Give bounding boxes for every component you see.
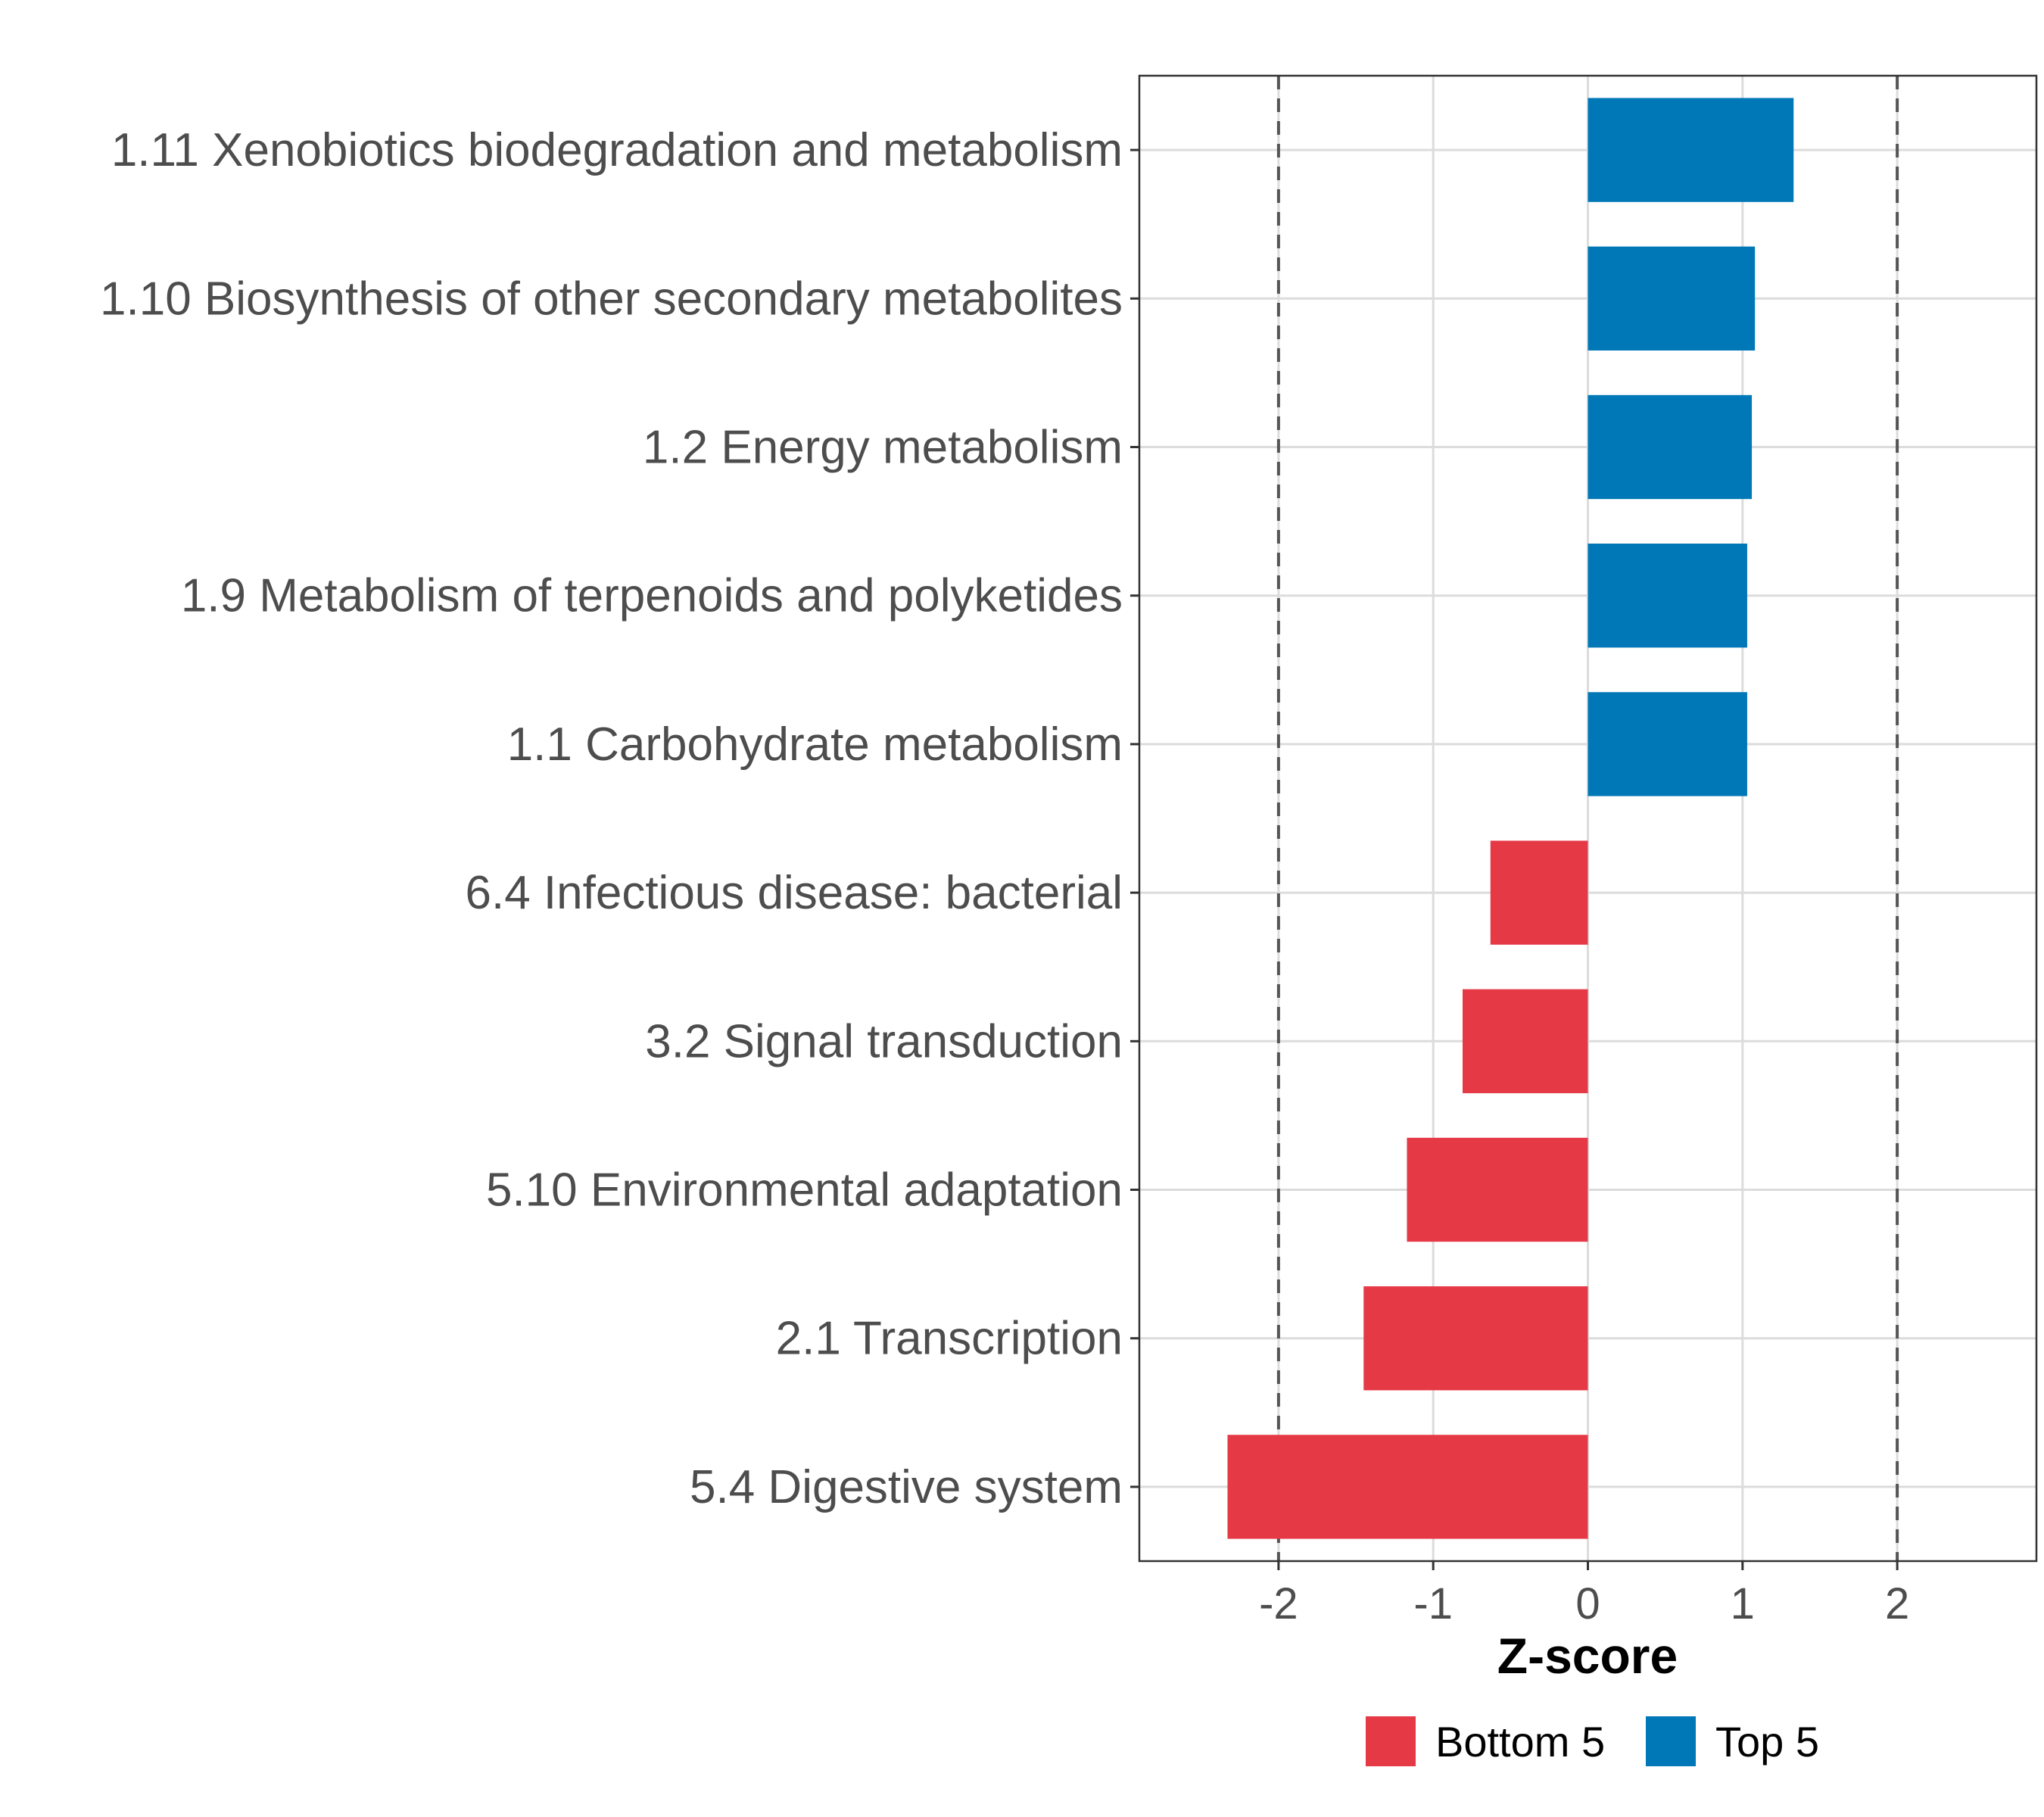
- bars: [1227, 98, 1794, 1539]
- x-tick-label: 2: [1885, 1579, 1909, 1628]
- x-tick-label: 1: [1731, 1579, 1755, 1628]
- bar: [1363, 1286, 1588, 1391]
- bar: [1490, 840, 1588, 945]
- x-tick-label: 0: [1575, 1579, 1600, 1628]
- category-label: 1.2 Energy metabolism: [643, 422, 1123, 474]
- x-axis: -2 -1 0 1 2: [1259, 1561, 1909, 1628]
- x-tick-label: -2: [1259, 1579, 1298, 1628]
- legend-key: [1366, 1716, 1416, 1766]
- category-label: 5.10 Environmental adaptation: [486, 1164, 1123, 1217]
- bar: [1588, 692, 1747, 796]
- bar: [1588, 98, 1794, 202]
- category-label: 1.10 Biosynthesis of other secondary met…: [100, 273, 1123, 325]
- bar: [1588, 394, 1753, 500]
- category-label: 1.1 Carbohydrate metabolism: [507, 718, 1123, 771]
- bar: [1588, 246, 1756, 351]
- reference-lines: [1276, 76, 1899, 1561]
- legend-key: [1646, 1716, 1696, 1766]
- bar: [1227, 1435, 1588, 1539]
- category-label: 2.1 Transcription: [776, 1313, 1123, 1365]
- category-label: 3.2 Signal transduction: [645, 1015, 1123, 1067]
- bar: [1407, 1137, 1588, 1242]
- legend: Bottom 5 Top 5: [1366, 1716, 1819, 1766]
- x-axis-title: Z-score: [1497, 1628, 1678, 1684]
- category-label: 6.4 Infectious disease: bacterial: [465, 867, 1123, 919]
- x-tick-label: -1: [1413, 1579, 1453, 1628]
- y-axis: 1.11 Xenobiotics biodegradation and meta…: [100, 124, 1139, 1513]
- category-label: 1.9 Metabolism of terpenoids and polyket…: [181, 570, 1123, 622]
- legend-label: Bottom 5: [1435, 1718, 1605, 1766]
- category-label: 1.11 Xenobiotics biodegradation and meta…: [111, 124, 1123, 176]
- legend-label: Top 5: [1715, 1718, 1819, 1766]
- bar: [1463, 989, 1588, 1093]
- category-label: 5.4 Digestive system: [690, 1461, 1123, 1513]
- bar: [1588, 544, 1747, 648]
